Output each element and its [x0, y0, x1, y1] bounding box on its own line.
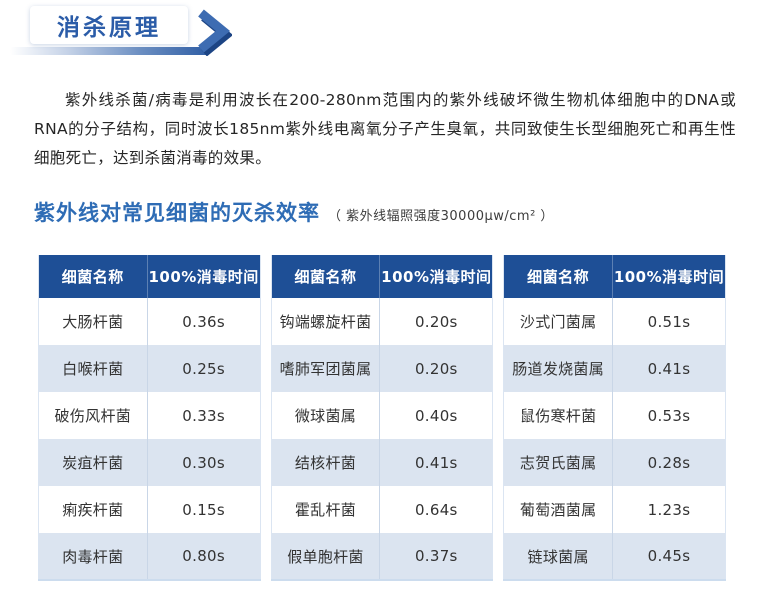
disinfection-time-header: 100%消毒时间: [611, 255, 726, 298]
disinfection-time-cell: 0.41s: [611, 345, 726, 392]
disinfection-time-cell: 0.41s: [379, 439, 493, 486]
disinfection-time-cell: 0.51s: [611, 298, 726, 345]
bacteria-name-cell: 嗜肺军团菌属: [271, 345, 380, 392]
disinfection-time-cell: 0.45s: [611, 533, 726, 581]
table-row: 钩端螺旋杆菌 0.20s: [271, 298, 493, 345]
bacteria-name-cell: 破伤风杆菌: [38, 392, 148, 439]
disinfection-time-cell: 0.53s: [611, 392, 726, 439]
table-row: 霍乱杆菌 0.64s: [271, 486, 493, 533]
disinfection-time-cell: 0.36s: [146, 298, 261, 345]
table-header-row: 细菌名称 100%消毒时间: [38, 255, 261, 298]
bacteria-table-1: 细菌名称 100%消毒时间 大肠杆菌 0.36s 白喉杆菌 0.25s 破伤风杆…: [38, 255, 261, 581]
chevron-right-icon: [198, 9, 232, 56]
bacteria-table-3: 细菌名称 100%消毒时间 沙式门菌属 0.51s 肠道发烧菌属 0.41s 鼠…: [503, 255, 727, 581]
bacteria-name-cell: 微球菌属: [271, 392, 380, 439]
table-row: 鼠伤寒杆菌 0.53s: [503, 392, 726, 439]
page-title: 消杀原理: [57, 15, 161, 41]
bacteria-name-cell: 沙式门菌属: [503, 298, 613, 345]
bacteria-name-header: 细菌名称: [38, 255, 148, 298]
bacteria-name-cell: 炭疽杆菌: [38, 439, 148, 486]
table-row: 结核杆菌 0.41s: [271, 439, 493, 486]
disinfection-time-cell: 0.40s: [379, 392, 493, 439]
bacteria-name-cell: 链球菌属: [503, 533, 613, 581]
table-row: 大肠杆菌 0.36s: [38, 298, 261, 345]
table-row: 肉毒杆菌 0.80s: [38, 533, 261, 581]
intro-paragraph: 紫外线杀菌/病毒是利用波长在200-280nm范围内的紫外线破坏微生物机体细胞中…: [34, 91, 736, 167]
disinfection-time-cell: 0.25s: [146, 345, 261, 392]
table-header-row: 细菌名称 100%消毒时间: [271, 255, 493, 298]
section-subtitle: （ 紫外线辐照强度30000μw/cm² ）: [328, 209, 554, 224]
disinfection-time-cell: 0.20s: [379, 345, 493, 392]
table-row: 假单胞杆菌 0.37s: [271, 533, 493, 581]
bacteria-name-cell: 假单胞杆菌: [271, 533, 380, 581]
bacteria-name-cell: 结核杆菌: [271, 439, 380, 486]
table-row: 沙式门菌属 0.51s: [503, 298, 726, 345]
banner-gradient-strip: [10, 47, 210, 55]
bacteria-name-cell: 志贺氏菌属: [503, 439, 613, 486]
table-row: 嗜肺军团菌属 0.20s: [271, 345, 493, 392]
bacteria-table-2: 细菌名称 100%消毒时间 钩端螺旋杆菌 0.20s 嗜肺军团菌属 0.20s …: [270, 255, 494, 581]
table-row: 肠道发烧菌属 0.41s: [503, 345, 726, 392]
table-row: 微球菌属 0.40s: [271, 392, 493, 439]
disinfection-time-header: 100%消毒时间: [146, 255, 261, 298]
disinfection-time-cell: 0.80s: [146, 533, 261, 581]
bacteria-name-header: 细菌名称: [271, 255, 380, 298]
table-row: 白喉杆菌 0.25s: [38, 345, 261, 392]
bacteria-tables: 细菌名称 100%消毒时间 大肠杆菌 0.36s 白喉杆菌 0.25s 破伤风杆…: [38, 255, 727, 581]
section-title: 紫外线对常见细菌的灭杀效率: [34, 201, 320, 225]
disinfection-time-cell: 0.37s: [379, 533, 493, 581]
table-row: 志贺氏菌属 0.28s: [503, 439, 726, 486]
table-row: 链球菌属 0.45s: [503, 533, 726, 581]
disinfection-time-cell: 0.20s: [379, 298, 493, 345]
bacteria-name-cell: 大肠杆菌: [38, 298, 148, 345]
bacteria-name-cell: 钩端螺旋杆菌: [271, 298, 380, 345]
table-row: 葡萄酒菌属 1.23s: [503, 486, 726, 533]
disinfection-time-cell: 0.33s: [146, 392, 261, 439]
disinfection-time-cell: 0.30s: [146, 439, 261, 486]
banner-band: 消杀原理: [30, 6, 188, 44]
table-row: 痢疾杆菌 0.15s: [38, 486, 261, 533]
bacteria-name-header: 细菌名称: [503, 255, 613, 298]
disinfection-time-cell: 0.64s: [379, 486, 493, 533]
disinfection-time-cell: 0.28s: [611, 439, 726, 486]
page-banner: 消杀原理: [10, 6, 245, 58]
bacteria-name-cell: 肉毒杆菌: [38, 533, 148, 581]
bacteria-name-cell: 痢疾杆菌: [38, 486, 148, 533]
bacteria-name-cell: 鼠伤寒杆菌: [503, 392, 613, 439]
table-row: 炭疽杆菌 0.30s: [38, 439, 261, 486]
disinfection-time-cell: 1.23s: [611, 486, 726, 533]
bacteria-name-cell: 肠道发烧菌属: [503, 345, 613, 392]
table-row: 破伤风杆菌 0.33s: [38, 392, 261, 439]
bacteria-name-cell: 白喉杆菌: [38, 345, 148, 392]
bacteria-name-cell: 葡萄酒菌属: [503, 486, 613, 533]
disinfection-time-header: 100%消毒时间: [379, 255, 493, 298]
disinfection-time-cell: 0.15s: [146, 486, 261, 533]
table-header-row: 细菌名称 100%消毒时间: [503, 255, 726, 298]
bacteria-name-cell: 霍乱杆菌: [271, 486, 380, 533]
section-heading: 紫外线对常见细菌的灭杀效率 （ 紫外线辐照强度30000μw/cm² ）: [34, 197, 744, 227]
